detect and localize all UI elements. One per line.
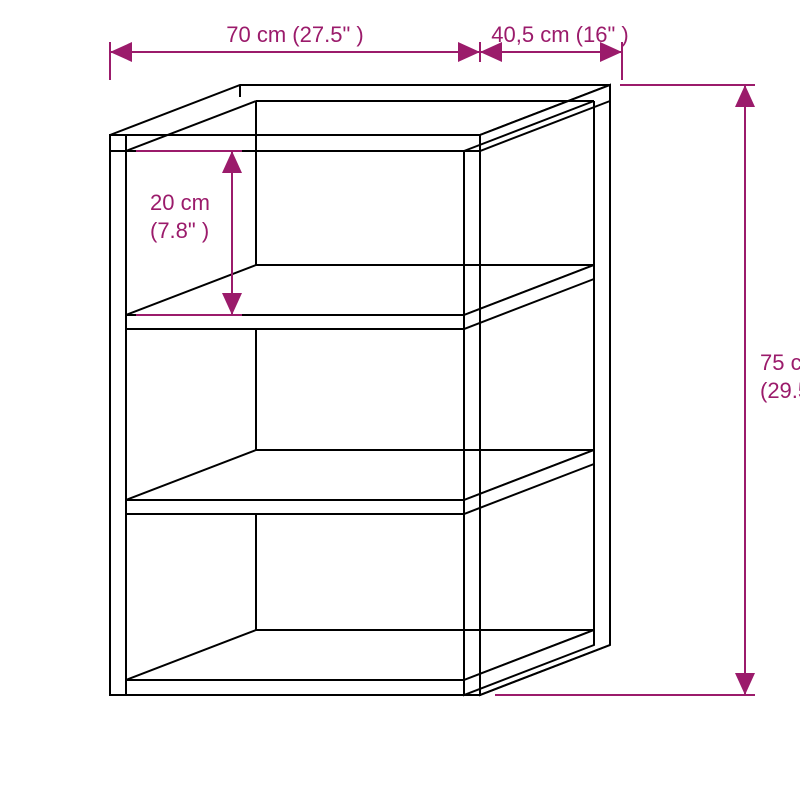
shelf-spacing-label-1: 20 cm <box>150 190 210 215</box>
bottom-shelf <box>126 630 594 695</box>
bookcase-drawing <box>110 85 610 695</box>
dimension-width: 70 cm (27.5" ) <box>110 22 480 80</box>
height-label-1: 75 cm <box>760 350 800 375</box>
height-label-2: (29.5" ) <box>760 378 800 403</box>
dimension-depth: 40,5 cm (16" ) <box>480 22 629 80</box>
furniture-dimension-diagram: 70 cm (27.5" ) 40,5 cm (16" ) 75 cm (29.… <box>0 0 800 800</box>
depth-label: 40,5 cm (16" ) <box>491 22 628 47</box>
width-label: 70 cm (27.5" ) <box>226 22 363 47</box>
shelf-spacing-label-2: (7.8" ) <box>150 218 209 243</box>
